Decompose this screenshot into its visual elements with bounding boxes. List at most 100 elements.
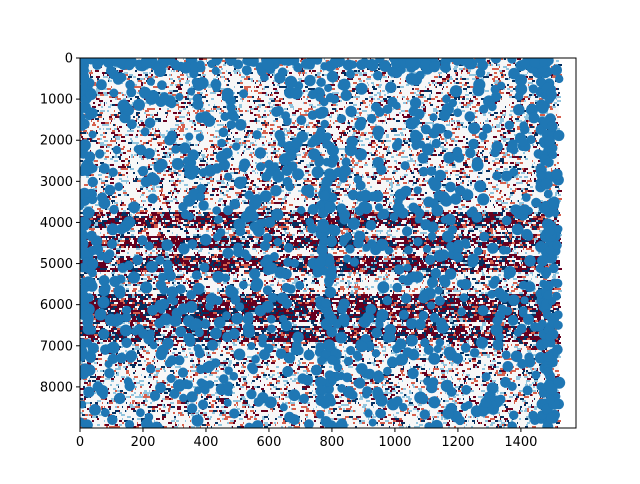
heatmap-cell bbox=[256, 122, 257, 124]
heatmap-cell bbox=[262, 202, 264, 204]
heatmap-cell bbox=[364, 132, 367, 134]
heatmap-cell bbox=[319, 184, 323, 186]
heatmap-cell bbox=[422, 180, 424, 182]
heatmap-cell bbox=[499, 70, 502, 72]
heatmap-cell bbox=[319, 182, 322, 184]
heatmap-cell bbox=[394, 166, 395, 168]
heatmap-cell bbox=[144, 82, 146, 84]
heatmap-cell bbox=[429, 142, 431, 144]
heatmap-cell bbox=[425, 162, 428, 164]
heatmap-cell bbox=[491, 182, 492, 184]
heatmap-cell bbox=[152, 76, 155, 78]
heatmap-cell bbox=[463, 162, 464, 164]
heatmap-cell bbox=[335, 144, 337, 146]
heatmap-cell bbox=[485, 158, 488, 160]
heatmap-cell bbox=[502, 206, 506, 208]
heatmap-cell bbox=[115, 116, 118, 118]
heatmap-cell bbox=[306, 126, 307, 128]
heatmap-cell bbox=[104, 140, 108, 142]
heatmap-cell bbox=[133, 156, 134, 158]
heatmap-cell bbox=[125, 180, 129, 182]
heatmap-cell bbox=[117, 126, 118, 128]
heatmap-cell bbox=[152, 116, 154, 118]
heatmap-cell bbox=[376, 94, 377, 96]
heatmap-cell bbox=[179, 110, 182, 112]
heatmap-cell bbox=[262, 142, 264, 144]
heatmap-cell bbox=[470, 182, 472, 184]
heatmap-cell bbox=[118, 174, 119, 176]
heatmap-cell bbox=[135, 136, 138, 138]
heatmap-cell bbox=[304, 154, 307, 156]
heatmap-cell bbox=[501, 196, 503, 198]
heatmap-cell bbox=[401, 110, 403, 112]
heatmap-cell bbox=[234, 96, 238, 98]
heatmap-cell bbox=[309, 170, 310, 172]
heatmap-cell bbox=[169, 66, 172, 68]
heatmap-cell bbox=[460, 168, 464, 170]
heatmap-cell bbox=[386, 136, 389, 138]
heatmap-cell bbox=[181, 78, 184, 80]
heatmap-cell bbox=[459, 68, 463, 70]
heatmap-cell bbox=[555, 192, 558, 194]
heatmap-cell bbox=[405, 140, 409, 142]
heatmap-cell bbox=[423, 108, 426, 110]
heatmap-cell bbox=[94, 210, 95, 212]
heatmap-cell bbox=[126, 164, 129, 166]
heatmap-cell bbox=[462, 84, 464, 86]
heatmap-cell bbox=[240, 80, 242, 82]
heatmap-cell bbox=[412, 184, 414, 186]
heatmap-cell bbox=[342, 156, 344, 158]
heatmap-cell bbox=[502, 134, 503, 136]
heatmap-cell bbox=[436, 110, 438, 112]
heatmap-cell bbox=[374, 152, 376, 154]
heatmap-cell bbox=[115, 96, 118, 98]
heatmap-cell bbox=[258, 110, 260, 112]
heatmap-cell bbox=[460, 78, 462, 80]
heatmap-cell bbox=[336, 108, 337, 110]
heatmap-cell bbox=[93, 102, 95, 104]
heatmap-cell bbox=[155, 130, 156, 132]
heatmap-cell bbox=[272, 160, 273, 162]
heatmap-cell bbox=[519, 156, 522, 158]
heatmap-cell bbox=[136, 144, 138, 146]
heatmap-cell bbox=[135, 70, 137, 72]
heatmap-cell bbox=[373, 172, 374, 174]
heatmap-cell bbox=[344, 132, 346, 134]
heatmap-cell bbox=[150, 132, 152, 134]
heatmap-cell bbox=[499, 92, 503, 94]
heatmap-cell bbox=[132, 142, 135, 144]
heatmap-cell bbox=[107, 208, 110, 210]
heatmap-cell bbox=[156, 186, 160, 188]
heatmap-cell bbox=[370, 186, 372, 188]
heatmap-cell bbox=[313, 124, 314, 126]
heatmap-cell bbox=[141, 86, 145, 88]
heatmap-cell bbox=[178, 126, 181, 128]
heatmap-cell bbox=[251, 90, 252, 92]
heatmap-cell bbox=[335, 92, 339, 94]
heatmap-cell bbox=[419, 96, 423, 98]
heatmap-cell bbox=[378, 120, 380, 122]
heatmap-cell bbox=[83, 206, 87, 208]
heatmap-cell bbox=[152, 190, 156, 192]
heatmap-cell bbox=[271, 100, 275, 102]
heatmap-cell bbox=[353, 182, 354, 184]
heatmap-cell bbox=[114, 110, 115, 112]
heatmap-cell bbox=[189, 98, 193, 100]
heatmap-cell bbox=[470, 102, 473, 104]
heatmap-cell bbox=[349, 130, 350, 132]
heatmap-cell bbox=[162, 208, 163, 210]
heatmap-cell bbox=[206, 90, 207, 92]
heatmap-cell bbox=[233, 188, 234, 190]
heatmap-cell bbox=[470, 184, 472, 186]
heatmap-cell bbox=[427, 88, 429, 90]
heatmap-cell bbox=[170, 78, 173, 80]
heatmap-cell bbox=[176, 86, 177, 88]
heatmap-cell bbox=[372, 126, 376, 128]
heatmap-cell bbox=[517, 128, 520, 130]
heatmap-cell bbox=[282, 102, 285, 104]
heatmap-cell bbox=[270, 208, 271, 210]
heatmap-cell bbox=[460, 178, 461, 180]
heatmap-cell bbox=[511, 200, 512, 202]
heatmap-cell bbox=[367, 68, 369, 70]
heatmap-cell bbox=[303, 152, 305, 154]
